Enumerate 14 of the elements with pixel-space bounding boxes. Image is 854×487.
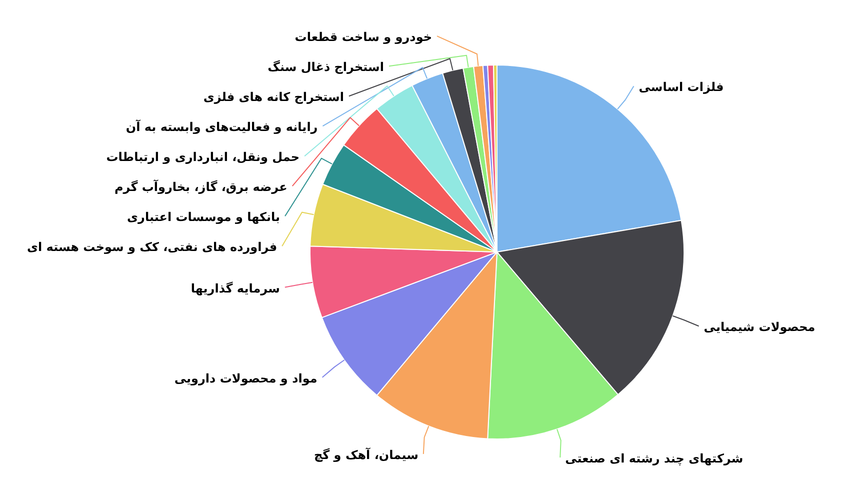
slice-label: حمل ونقل، انبارداری و ارتباطات	[106, 150, 300, 164]
slice-label: استخراج ذغال سنگ	[268, 60, 384, 74]
slice-label: استخراج کانه های فلزی	[203, 90, 344, 104]
slice-label: فراورده های نفتی، کک و سوخت هسته ای	[27, 240, 278, 254]
slice-label: مواد و محصولات دارویی	[174, 371, 318, 386]
slice-label: خودرو و ساخت قطعات	[294, 30, 432, 44]
slice-label: محصولات شیمیایی	[704, 320, 816, 334]
slice-label: شرکتهای چند رشته ای صنعتی	[565, 452, 744, 466]
slice-label: بانکها و موسسات اعتباری	[127, 210, 280, 224]
slice-label: فلزات اساسی	[638, 80, 724, 94]
slice-label: عرضه برق، گاز، بخاروآب گرم	[114, 179, 288, 194]
slice-label: سرمایه گذاریها	[190, 281, 280, 296]
slice-label: سیمان، آهک و گچ	[314, 447, 418, 462]
slice-label: رایانه و فعالیت‌های وابسته به آن	[126, 119, 318, 134]
